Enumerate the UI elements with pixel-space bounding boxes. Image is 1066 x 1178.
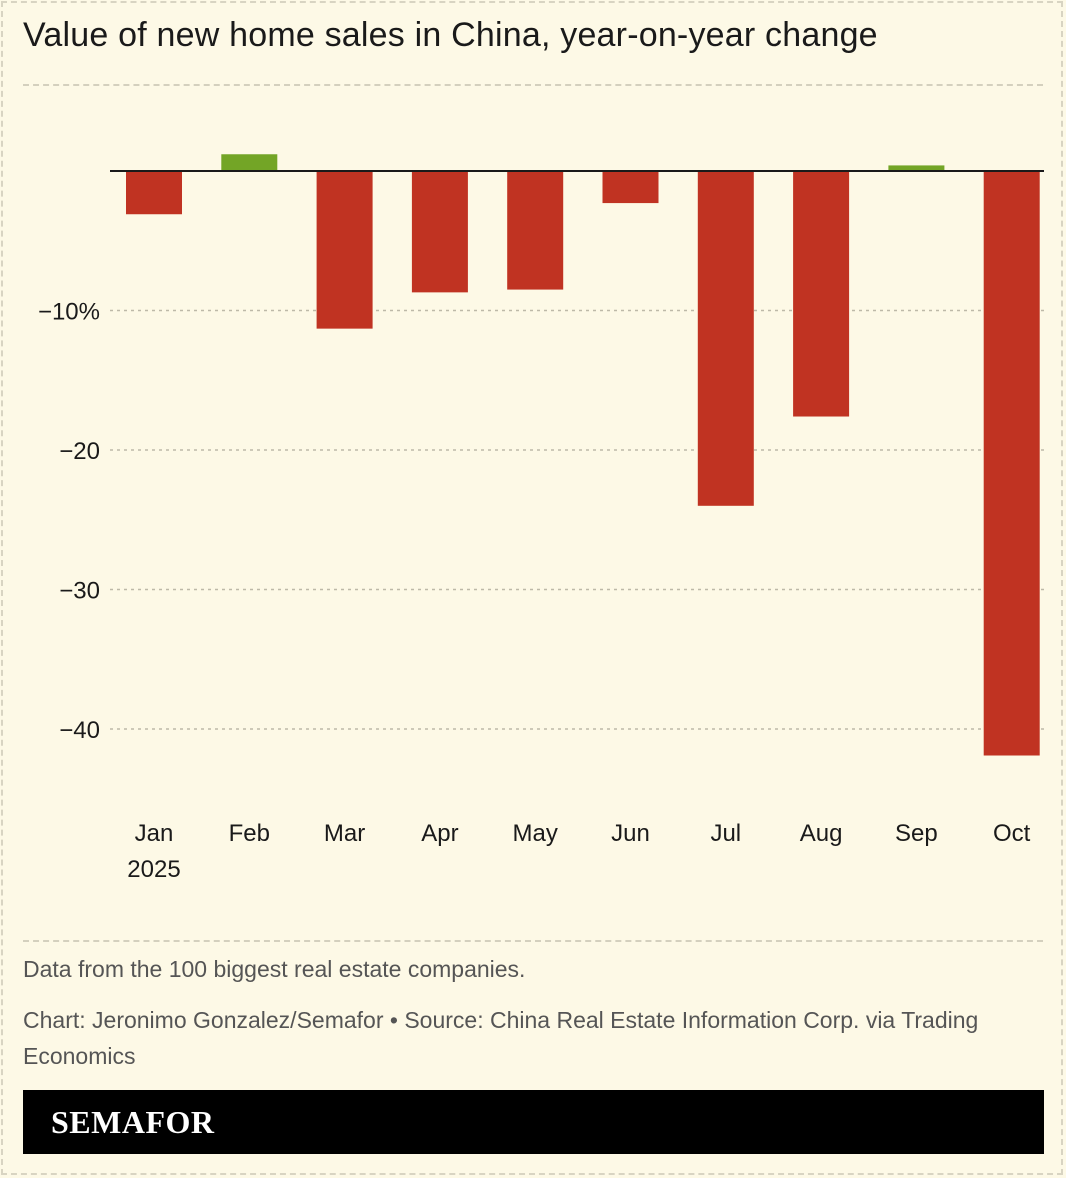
bar-aug xyxy=(793,171,850,417)
bar-apr xyxy=(411,171,468,293)
x-tick-label: Jul xyxy=(710,820,741,847)
bar-oct xyxy=(983,171,1040,756)
bar-sep xyxy=(888,165,945,171)
chart-title: Value of new home sales in China, year-o… xyxy=(23,16,878,54)
x-tick-label: Mar xyxy=(324,820,365,847)
bar-chart: −10% −20 −30 −40 Jan 2025 Feb Mar Apr May Jun Jul Au… xyxy=(38,154,1044,883)
y-tick-label: −10% xyxy=(38,299,100,326)
title-separator xyxy=(23,84,1043,86)
bar-jun xyxy=(602,171,659,204)
y-tick-label: −30 xyxy=(59,578,100,605)
bar-jul xyxy=(697,171,754,506)
x-tick-sublabel: 2025 xyxy=(127,856,180,883)
x-tick-label: Oct xyxy=(993,820,1031,847)
footer-separator xyxy=(23,940,1043,942)
footer-bar: SEMAFOR xyxy=(23,1090,1044,1154)
x-tick-label: May xyxy=(513,820,558,847)
bar-jan xyxy=(126,171,182,215)
chart-credit: Chart: Jeronimo Gonzalez/Semafor • Sourc… xyxy=(23,1007,979,1069)
bar-mar xyxy=(316,171,373,329)
bar-feb xyxy=(221,154,278,171)
x-tick-label: Jan xyxy=(135,820,174,847)
chart-note: Data from the 100 biggest real estate co… xyxy=(23,956,526,982)
y-tick-label: −20 xyxy=(59,438,100,465)
x-tick-label: Apr xyxy=(421,820,458,847)
x-tick-label: Sep xyxy=(895,820,938,847)
bar-may xyxy=(507,171,564,290)
x-tick-label: Jun xyxy=(611,820,650,847)
y-tick-label: −40 xyxy=(59,717,100,744)
x-tick-label: Aug xyxy=(800,820,843,847)
x-tick-label: Feb xyxy=(229,820,270,847)
semafor-logo: SEMAFOR xyxy=(51,1104,215,1140)
